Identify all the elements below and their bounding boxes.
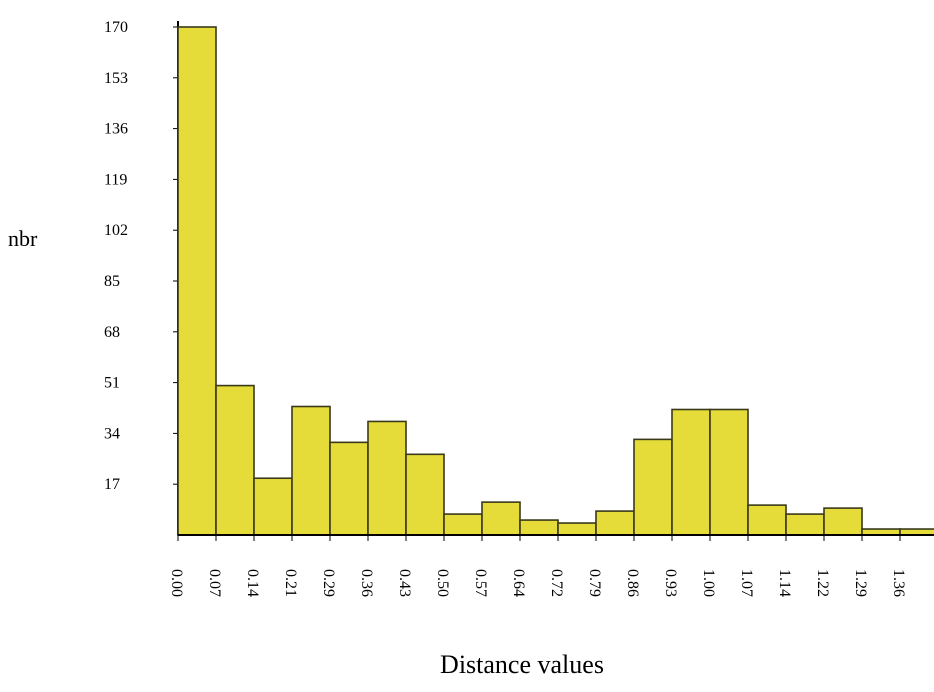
x-tick-label: 0.21: [282, 569, 299, 597]
y-tick-label: 136: [104, 121, 128, 138]
y-tick-label: 17: [104, 476, 120, 493]
y-tick-label: 85: [104, 273, 120, 290]
y-tick-label: 102: [104, 222, 128, 239]
bar-0.36: [367, 420, 407, 536]
bar-1.00: [709, 408, 749, 536]
x-tick-label: 0.00: [168, 569, 185, 597]
x-tick-label: 0.07: [206, 569, 223, 597]
bar-0.86: [633, 438, 673, 536]
bar-1.22: [823, 507, 863, 536]
y-tick-label: 68: [104, 324, 120, 341]
y-tick-label: 170: [104, 19, 128, 36]
x-tick-label: 0.14: [244, 569, 261, 597]
x-tick-label: 0.93: [662, 569, 679, 597]
bar-0.43: [405, 453, 445, 536]
bar-0.79: [595, 510, 635, 536]
x-axis-title: Distance values: [440, 650, 604, 679]
bar-0.14: [253, 477, 293, 536]
bar-1.14: [785, 513, 825, 536]
bar-0.29: [329, 441, 369, 536]
x-tick-label: 0.64: [510, 569, 527, 597]
x-tick-label: 1.22: [814, 569, 831, 597]
y-tick-label: 34: [104, 425, 120, 442]
x-tick-label: 0.79: [586, 569, 603, 597]
bars-group: [177, 26, 934, 536]
x-tick-label: 0.50: [434, 569, 451, 597]
x-tick-label: 0.29: [320, 569, 337, 597]
bar-0.93: [671, 408, 711, 536]
x-tick-label: 0.36: [358, 569, 375, 597]
y-tick-label: 119: [104, 171, 127, 188]
y-tick-label: 153: [104, 70, 128, 87]
y-axis: 17 34 51 68 85 102 119 136 153 170: [104, 19, 179, 535]
y-tick-label: 51: [104, 375, 120, 392]
x-tick-label: 1.00: [700, 569, 717, 597]
x-axis: 0.00 0.07 0.14 0.21 0.29 0.36 0.43 0.50 0.57 0.64…: [168, 534, 934, 597]
x-tick-label: 0.57: [472, 569, 489, 597]
bar-0.00: [177, 26, 217, 536]
x-tick-label: 0.43: [396, 569, 413, 597]
x-tick-label: 0.72: [548, 569, 565, 597]
bar-0.21: [291, 405, 331, 536]
bar-0.57: [481, 501, 521, 536]
x-tick-label: 1.36: [890, 569, 907, 597]
bar-0.64: [519, 519, 559, 536]
x-tick-label: 1.07: [738, 569, 755, 597]
x-tick-label: 1.29: [852, 569, 869, 597]
x-tick-label: 0.86: [624, 569, 641, 597]
bar-0.50: [443, 513, 483, 536]
y-axis-title: nbr: [8, 226, 38, 251]
bar-0.07: [215, 384, 255, 536]
x-tick-label: 1.14: [776, 569, 793, 597]
bar-0.72: [557, 522, 597, 536]
bar-1.07: [747, 504, 787, 536]
